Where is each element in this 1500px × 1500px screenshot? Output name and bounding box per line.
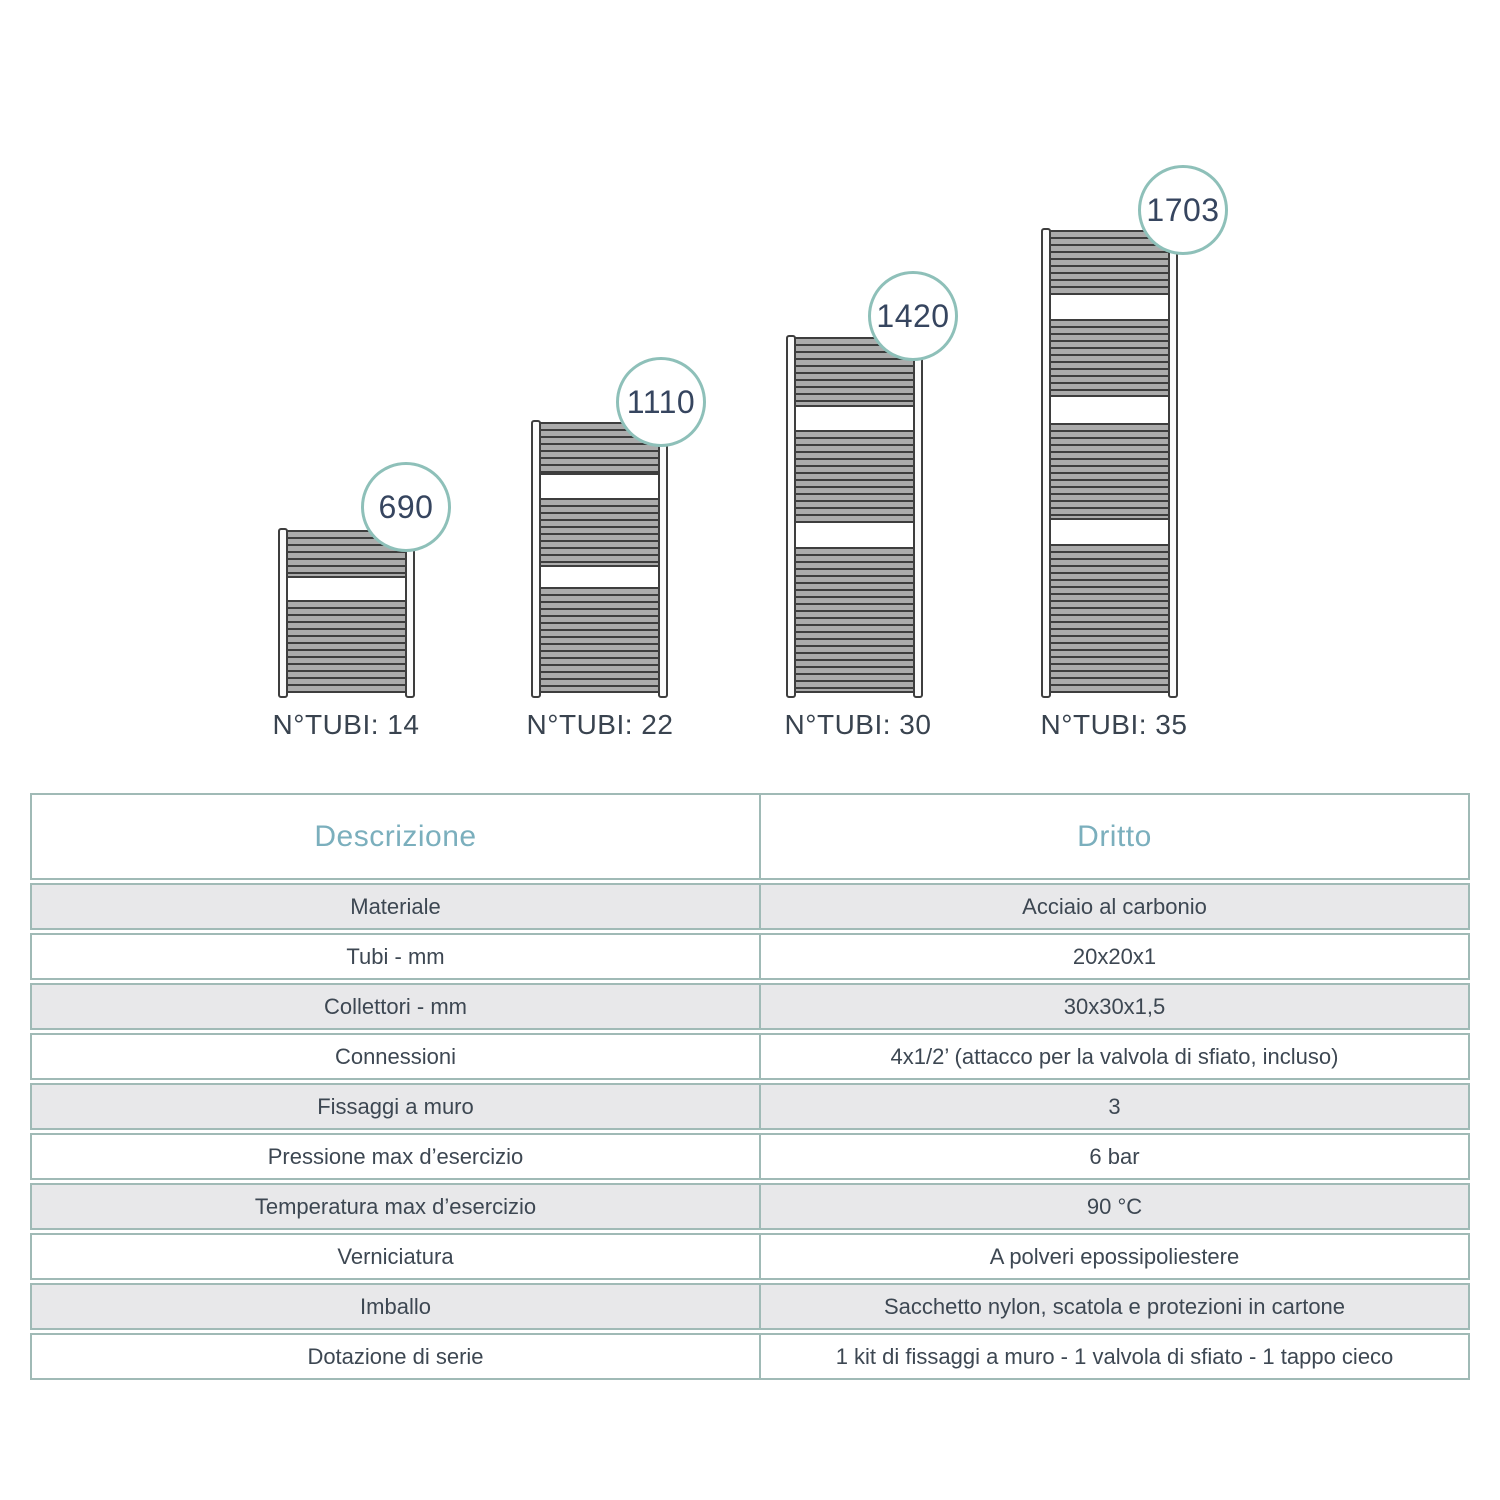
row-label: Tubi - mm <box>346 943 445 969</box>
table-row: Imballo Sacchetto nylon, scatola e prote… <box>30 1283 1470 1330</box>
row-value: 4x1/2’ (attacco per la valvola di sfiato… <box>759 1035 1468 1078</box>
height-value: 1110 <box>626 383 696 420</box>
tube-group <box>539 498 660 567</box>
tube-group <box>1049 544 1170 693</box>
row-value: 20x20x1 <box>759 935 1468 978</box>
tube-count-label: N°TUBI: 30 <box>784 709 932 740</box>
spec-table: Descrizione Dritto Materiale Acciaio al … <box>30 793 1470 1380</box>
row-value: 6 bar <box>759 1135 1468 1178</box>
radiator-diagram-1110 <box>531 420 668 698</box>
tube-group <box>794 430 915 523</box>
height-badge: 1110 <box>616 357 706 447</box>
row-value: 90 °C <box>759 1185 1468 1228</box>
row-label: Dotazione di serie <box>307 1343 484 1369</box>
right-rail <box>913 335 923 698</box>
height-value: 690 <box>378 488 434 525</box>
table-row: Pressione max d’esercizio 6 bar <box>30 1133 1470 1180</box>
row-value: A polveri epossipoliestere <box>759 1235 1468 1278</box>
tube-group <box>794 547 915 693</box>
table-header-row: Descrizione Dritto <box>30 793 1470 880</box>
column-header-dritto: Dritto <box>759 795 1468 878</box>
row-label: Collettori - mm <box>323 993 467 1019</box>
right-rail <box>405 528 415 698</box>
left-rail <box>531 420 541 698</box>
tube-group <box>286 600 407 693</box>
left-rail <box>1041 228 1051 698</box>
table-row: Collettori - mm 30x30x1,5 <box>30 983 1470 1030</box>
radiator-diagram-1703 <box>1041 228 1178 698</box>
left-rail <box>786 335 796 698</box>
row-value: Sacchetto nylon, scatola e protezioni in… <box>759 1285 1468 1328</box>
left-rail <box>278 528 288 698</box>
row-value: 30x30x1,5 <box>759 985 1468 1028</box>
height-value: 1420 <box>876 297 950 334</box>
height-badge: 1703 <box>1138 165 1228 255</box>
height-value: 1703 <box>1146 191 1220 228</box>
table-row: Tubi - mm 20x20x1 <box>30 933 1470 980</box>
row-label: Materiale <box>350 893 441 919</box>
tube-group <box>539 587 660 693</box>
right-rail <box>658 420 668 698</box>
row-label: Imballo <box>360 1293 431 1319</box>
table-row: Verniciatura A polveri epossipoliestere <box>30 1233 1470 1280</box>
row-label: Temperatura max d’esercizio <box>254 1193 537 1219</box>
right-rail <box>1168 228 1178 698</box>
height-badge: 1420 <box>868 271 958 361</box>
table-row: Materiale Acciaio al carbonio <box>30 883 1470 930</box>
row-label: Verniciatura <box>337 1243 454 1269</box>
row-label: Pressione max d’esercizio <box>267 1143 524 1169</box>
tube-count-label: N°TUBI: 22 <box>526 709 674 740</box>
radiator-diagram-690 <box>278 528 415 698</box>
table-row: Temperatura max d’esercizio 90 °C <box>30 1183 1470 1230</box>
row-value: 3 <box>759 1085 1468 1128</box>
tube-count-label: N°TUBI: 35 <box>1040 709 1188 740</box>
row-label: Connessioni <box>334 1043 457 1069</box>
table-row: Fissaggi a muro 3 <box>30 1083 1470 1130</box>
height-badge: 690 <box>361 462 451 552</box>
table-row: Connessioni 4x1/2’ (attacco per la valvo… <box>30 1033 1470 1080</box>
radiator-diagram-1420 <box>786 335 923 698</box>
row-value: Acciaio al carbonio <box>759 885 1468 928</box>
row-value: 1 kit di fissaggi a muro - 1 valvola di … <box>759 1335 1468 1378</box>
tube-group <box>1049 423 1170 520</box>
column-header-descrizione: Descrizione <box>314 819 477 853</box>
row-label: Fissaggi a muro <box>317 1093 474 1119</box>
tube-count-label: N°TUBI: 14 <box>272 709 420 740</box>
tube-group <box>1049 319 1170 397</box>
table-row: Dotazione di serie 1 kit di fissaggi a m… <box>30 1333 1470 1380</box>
